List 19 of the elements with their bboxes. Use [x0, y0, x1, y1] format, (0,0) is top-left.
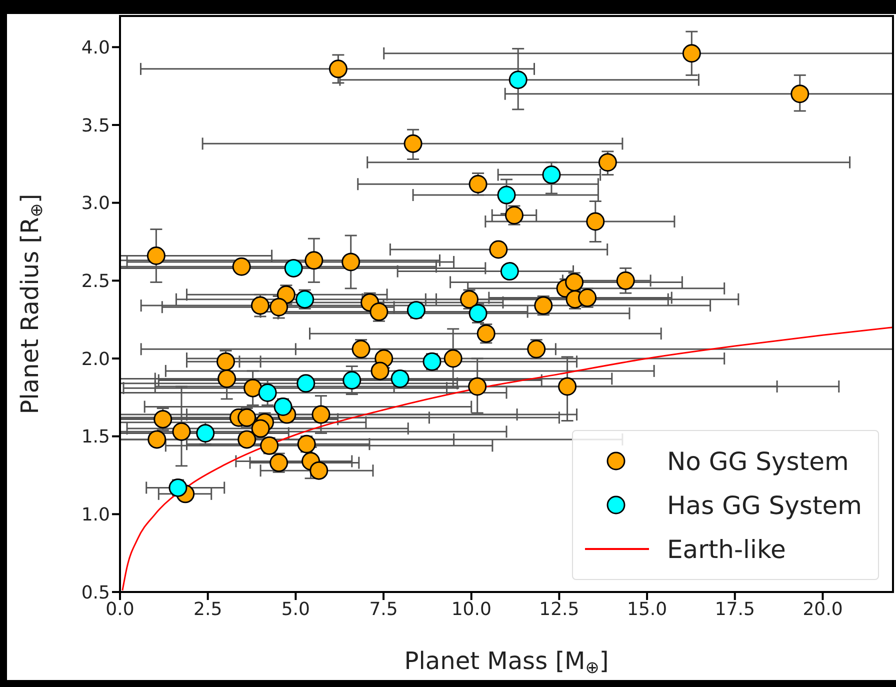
y-tick-label: 2.0 — [81, 348, 110, 370]
legend-label: Earth-like — [666, 534, 786, 564]
y-tick-label: 1.0 — [81, 504, 110, 526]
x-tick-label: 12.5 — [539, 598, 580, 620]
y-tick-label: 3.5 — [81, 115, 110, 136]
x-tick-label: 7.5 — [369, 598, 398, 620]
legend-label: Has GG System — [666, 490, 862, 520]
x-axis-title: Planet Mass [M$_{⊕}$] — [404, 647, 609, 678]
x-tick-label: 15.0 — [627, 598, 668, 620]
x-tick-label: 2.5 — [194, 598, 222, 620]
x-tick-label: 17.5 — [714, 598, 755, 620]
y-tick-label: 4.0 — [81, 38, 110, 59]
y-tick-label: 1.5 — [81, 426, 110, 448]
legend-label: No GG System — [666, 446, 849, 476]
x-tick-label: 5.0 — [281, 598, 310, 620]
y-tick-label: 3.0 — [81, 193, 110, 214]
y-tick-label: 2.5 — [81, 271, 110, 292]
x-tick-label: 20.0 — [802, 598, 843, 620]
x-tick-label: 10.0 — [451, 598, 492, 620]
